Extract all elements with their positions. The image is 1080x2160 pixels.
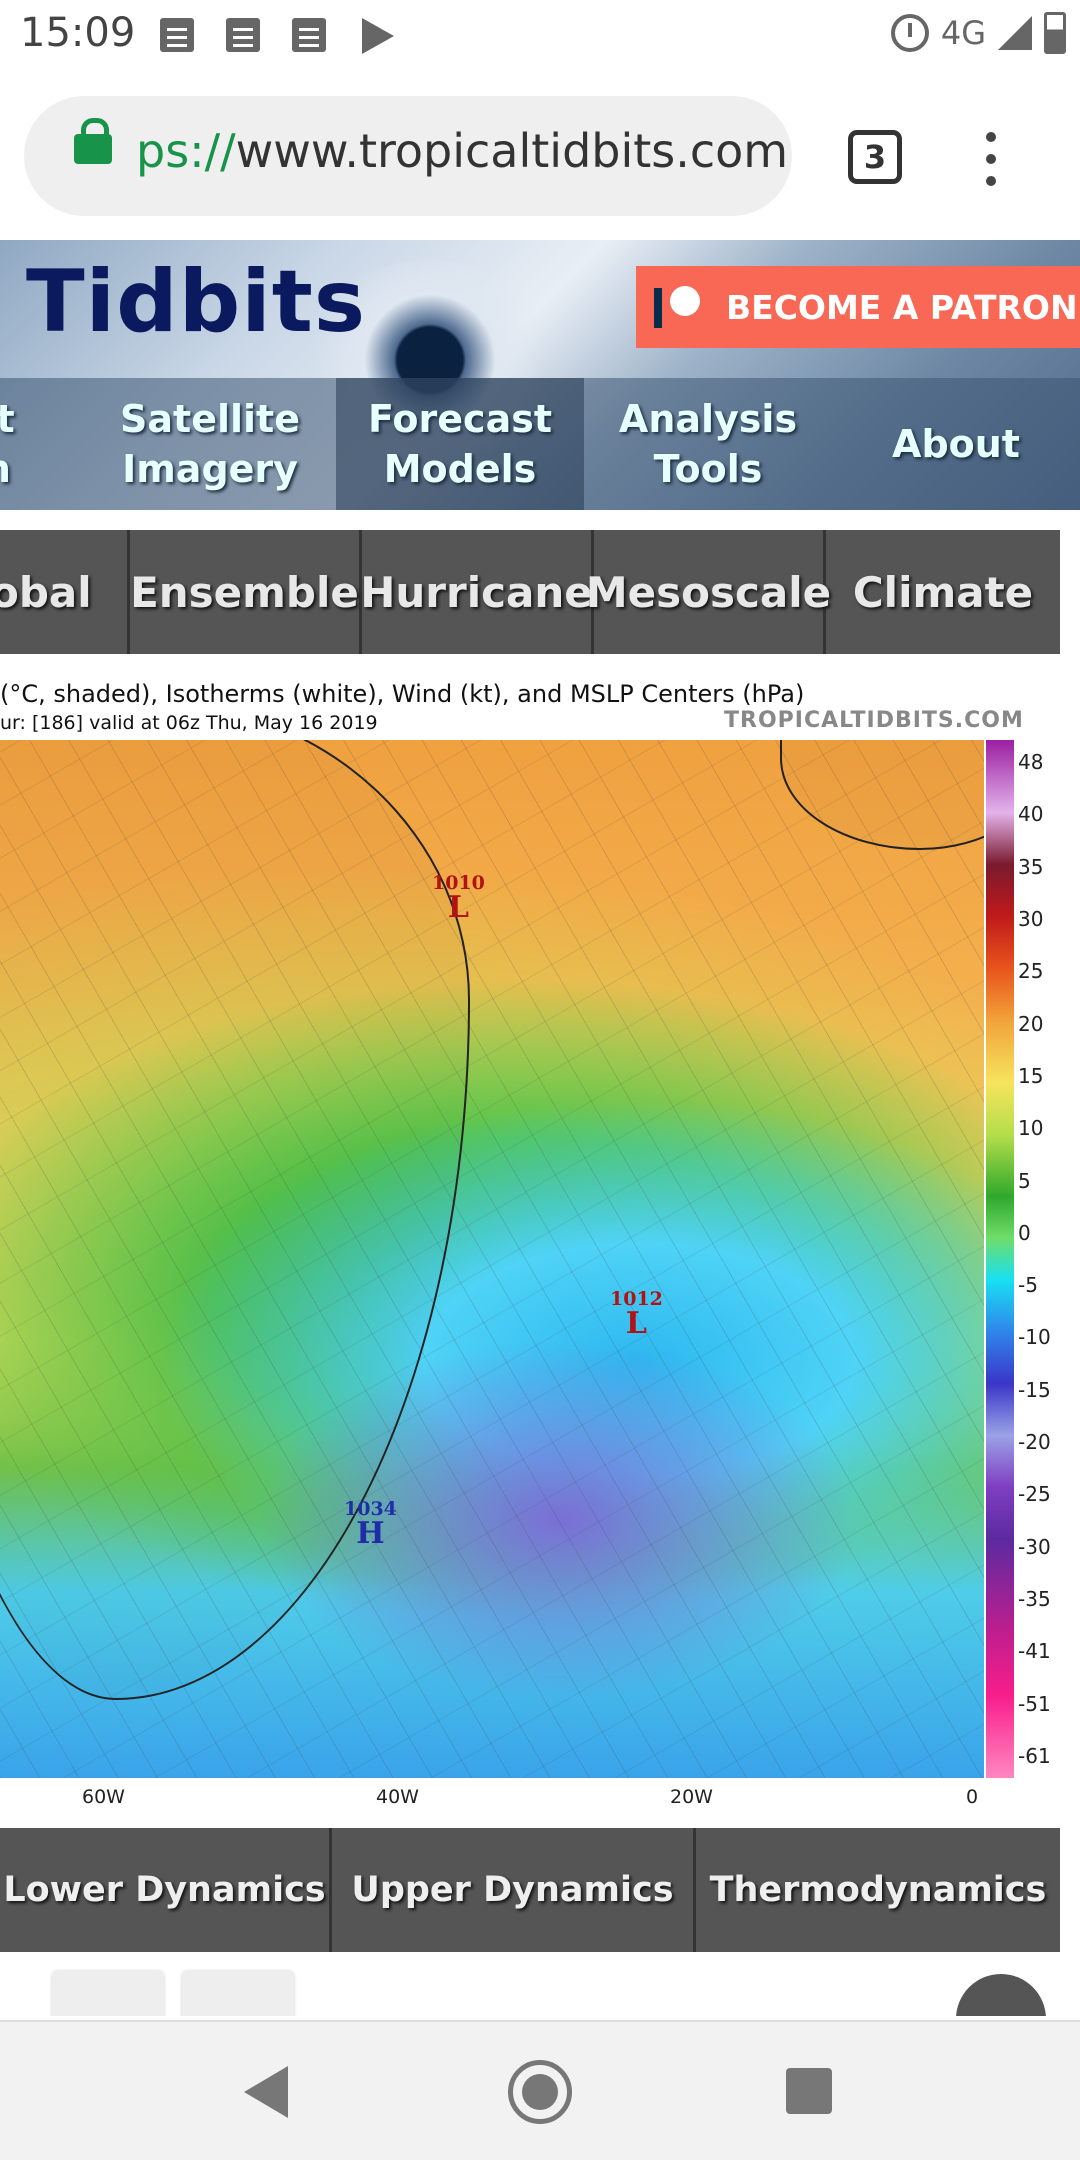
colorbar-tick: 20: [1018, 1011, 1044, 1036]
map-subtitle: ur: [186] valid at 06z Thu, May 16 2019: [0, 712, 378, 734]
category-tabs: Lower Dynamics Upper Dynamics Thermodyna…: [0, 1828, 1060, 1952]
pressure-center-low: 1012 L: [610, 1288, 663, 1341]
notification-icon: [226, 18, 260, 52]
x-axis-tick: 20W: [670, 1786, 713, 1808]
colorbar-tick: 25: [1018, 959, 1044, 984]
site-logo[interactable]: Tidbits: [26, 252, 367, 352]
nav-item-about[interactable]: About: [892, 422, 1020, 466]
android-nav-bar: [0, 2020, 1080, 2160]
colorbar-tick: 0: [1018, 1220, 1031, 1245]
url-scheme: ps://: [136, 124, 236, 178]
patron-label: BECOME A PATRON: [726, 287, 1078, 327]
colorbar-tick: 40: [1018, 802, 1044, 827]
pressure-center-low: 1010 L: [432, 872, 485, 925]
url-bar[interactable]: ps://www.tropicaltidbits.com: [24, 96, 792, 216]
control-button[interactable]: [52, 1970, 164, 2016]
gear-icon[interactable]: [956, 1974, 1046, 2016]
colorbar-tick: -30: [1018, 1534, 1051, 1559]
control-button[interactable]: [182, 1970, 294, 2016]
tab-lower-dynamics[interactable]: Lower Dynamics: [0, 1828, 332, 1952]
lock-icon: [74, 118, 112, 164]
colorbar-tick: -20: [1018, 1430, 1051, 1455]
browser-toolbar: ps://www.tropicaltidbits.com 3: [0, 72, 1080, 238]
model-tabs: obal Ensemble Hurricane Mesoscale Climat…: [0, 530, 1060, 654]
status-right: 4G: [890, 12, 1066, 54]
colorbar-tick: 10: [1018, 1116, 1044, 1141]
patreon-icon: [654, 284, 704, 330]
url-host: www.tropicaltidbits.com: [235, 124, 789, 178]
colorbar-tick: 35: [1018, 854, 1044, 879]
url-text[interactable]: ps://www.tropicaltidbits.com: [136, 124, 788, 178]
colorbar-tick: 5: [1018, 1168, 1031, 1193]
tab-upper-dynamics[interactable]: Upper Dynamics: [332, 1828, 696, 1952]
forecast-map[interactable]: 1010 L 1012 L 1034 H: [0, 740, 984, 1778]
notification-icon: [160, 18, 194, 52]
signal-icon: [998, 16, 1032, 50]
status-time: 15:09: [20, 10, 136, 56]
tabs-button[interactable]: 3: [848, 130, 902, 184]
tab-climate[interactable]: Climate: [852, 567, 1034, 617]
colorbar-tick: -15: [1018, 1377, 1051, 1402]
colorbar-tick: -35: [1018, 1587, 1051, 1612]
map-watermark: TROPICALTIDBITS.COM: [724, 708, 1024, 733]
x-axis-tick: 40W: [376, 1786, 419, 1808]
temperature-colorbar: [986, 740, 1014, 1778]
tab-global[interactable]: obal: [0, 530, 130, 654]
network-type: 4G: [940, 14, 986, 52]
map-x-axis: 60W 40W 20W 0: [0, 1780, 1000, 1810]
colorbar-tick: 15: [1018, 1063, 1044, 1088]
back-icon[interactable]: [244, 2066, 288, 2118]
alarm-icon: [890, 14, 929, 52]
colorbar-tick: -25: [1018, 1482, 1051, 1507]
tab-thermodynamics[interactable]: Thermodynamics: [709, 1870, 1047, 1910]
map-title: (°C, shaded), Isotherms (white), Wind (k…: [0, 680, 805, 708]
nav-item-satellite-imagery[interactable]: Satellite Imagery: [120, 397, 300, 491]
notification-icon: [292, 18, 326, 52]
nav-item-forecast-models[interactable]: Forecast Models: [336, 378, 584, 510]
tab-hurricane[interactable]: Hurricane: [360, 530, 594, 654]
colorbar-tick: -41: [1018, 1639, 1051, 1664]
controls-row: [0, 1952, 1080, 2016]
colorbar-tick: 30: [1018, 906, 1044, 931]
status-bar: 15:09 4G: [0, 0, 1080, 72]
play-store-icon: [362, 18, 394, 54]
colorbar-tick: -61: [1018, 1744, 1051, 1768]
x-axis-tick: 0: [966, 1786, 979, 1808]
nav-item-analysis-tools[interactable]: Analysis Tools: [618, 397, 798, 491]
colorbar-tick: -51: [1018, 1691, 1051, 1716]
tab-mesoscale[interactable]: Mesoscale: [586, 530, 831, 654]
home-icon[interactable]: [508, 2060, 572, 2124]
colorbar-tick: -5: [1018, 1273, 1038, 1298]
overflow-menu-icon[interactable]: [986, 132, 998, 186]
recents-icon[interactable]: [786, 2068, 832, 2114]
nav-item-partial[interactable]: ftn: [0, 397, 15, 491]
colorbar-tick: -10: [1018, 1325, 1051, 1350]
battery-icon: [1044, 12, 1066, 54]
pressure-center-high: 1034 H: [344, 1498, 397, 1551]
tab-ensemble[interactable]: Ensemble: [130, 530, 362, 654]
colorbar-tick: 48: [1018, 750, 1044, 774]
colorbar-ticks: 48 40 35 30 25 20 15 10 5 0 -5 -10 -15 -20 -25 -30 -35 -4…: [1018, 740, 1078, 1778]
x-axis-tick: 60W: [82, 1786, 125, 1808]
become-patron-button[interactable]: BECOME A PATRON: [636, 266, 1080, 348]
